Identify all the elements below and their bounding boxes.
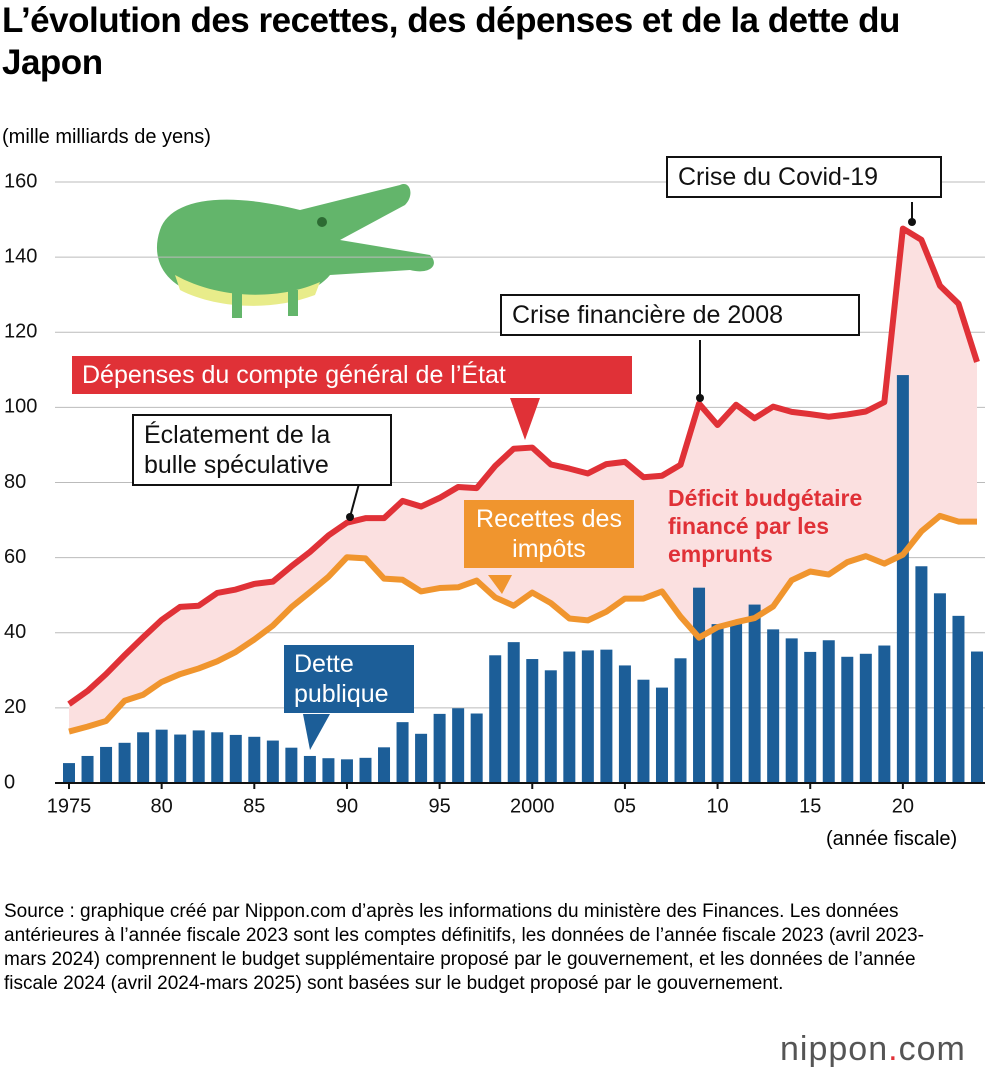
bar	[971, 651, 983, 783]
bar	[174, 734, 187, 783]
callout-dot	[346, 513, 354, 521]
annotation: Crise du Covid-19	[666, 156, 942, 198]
series-label: Dette publique	[284, 645, 414, 713]
callout-dot	[908, 218, 916, 226]
bar	[433, 713, 446, 783]
x-tick-label: 15	[799, 795, 821, 817]
logo-text: nippon	[780, 1030, 889, 1068]
bar	[489, 655, 502, 783]
logo-dot: .	[888, 1030, 899, 1068]
bar	[100, 746, 113, 783]
bar	[711, 624, 724, 783]
bar	[841, 656, 854, 783]
x-tick-label: 10	[706, 795, 728, 817]
x-tick-label: 20	[892, 795, 914, 817]
y-axis-label: (mille milliards de yens)	[2, 126, 211, 148]
bar	[674, 658, 687, 783]
bar	[952, 615, 965, 783]
callout-line	[349, 479, 361, 518]
bar	[81, 755, 94, 783]
bar	[933, 593, 946, 783]
bar	[915, 566, 928, 783]
bar	[581, 650, 594, 783]
bar	[248, 736, 261, 783]
label-pointer	[488, 575, 512, 594]
x-tick-label: 1975	[47, 795, 92, 817]
y-tick-label: 60	[4, 546, 26, 568]
y-tick-label: 140	[4, 245, 37, 267]
y-tick-label: 20	[4, 696, 26, 718]
bar	[396, 722, 409, 783]
label-pointer	[510, 398, 540, 440]
x-tick-label: 80	[151, 795, 173, 817]
bar	[229, 734, 242, 783]
bar	[452, 708, 465, 783]
bar	[340, 759, 353, 783]
bar	[266, 740, 279, 783]
x-tick-label: 90	[336, 795, 358, 817]
y-tick-label: 160	[4, 170, 37, 192]
y-tick-label: 40	[4, 621, 26, 643]
bar	[359, 757, 372, 783]
area-label: Déficit budgétaire financé par les empru…	[668, 485, 863, 567]
bar	[730, 622, 743, 783]
bar	[896, 375, 909, 783]
chart-title: L’évolution des recettes, des dépenses e…	[2, 1, 900, 82]
bar	[192, 730, 205, 783]
bar	[822, 640, 835, 783]
bar	[285, 747, 298, 783]
bar	[211, 732, 224, 783]
bar	[415, 733, 428, 783]
bar	[526, 659, 539, 783]
y-tick-label: 100	[4, 396, 37, 418]
bar	[63, 763, 75, 783]
callout-dot	[696, 394, 704, 402]
bar	[322, 758, 335, 783]
bar	[878, 645, 891, 783]
series-label: Dépenses du compte général de l’État	[72, 356, 632, 394]
bar	[303, 755, 316, 783]
bar	[378, 747, 391, 783]
bar	[470, 713, 483, 783]
source-note: Source : graphique créé par Nippon.com d…	[4, 901, 924, 994]
bar	[544, 670, 557, 783]
logo: nippon.com	[780, 1030, 966, 1069]
bar	[600, 649, 613, 783]
bar	[804, 651, 817, 783]
line	[68, 512, 977, 735]
x-tick-label: 2000	[510, 795, 555, 817]
bar	[785, 638, 798, 783]
bar	[637, 679, 650, 783]
bar	[563, 651, 576, 783]
x-axis-label: (année fiscale)	[826, 828, 958, 850]
annotation: Éclatement de la bulle spéculative	[132, 414, 392, 486]
x-tick-label: 95	[428, 795, 450, 817]
y-tick-label: 0	[4, 771, 15, 793]
bar	[618, 665, 631, 783]
bar	[507, 642, 520, 783]
bar	[748, 604, 761, 783]
crocodile-illustration	[156, 184, 434, 318]
line	[67, 225, 980, 707]
bar	[118, 742, 131, 783]
y-tick-label: 120	[4, 321, 37, 343]
bar	[767, 629, 780, 783]
bar	[859, 653, 872, 783]
label-pointer	[303, 714, 330, 750]
bar	[655, 687, 668, 783]
x-tick-label: 85	[243, 795, 265, 817]
bar	[155, 729, 168, 783]
logo-text: com	[898, 1030, 966, 1068]
annotation: Crise financière de 2008	[500, 294, 860, 336]
bar	[137, 732, 150, 783]
series-label: Recettes des impôts	[464, 500, 634, 568]
bar	[693, 587, 706, 783]
x-tick-label: 05	[614, 795, 636, 817]
y-tick-label: 80	[4, 471, 26, 493]
